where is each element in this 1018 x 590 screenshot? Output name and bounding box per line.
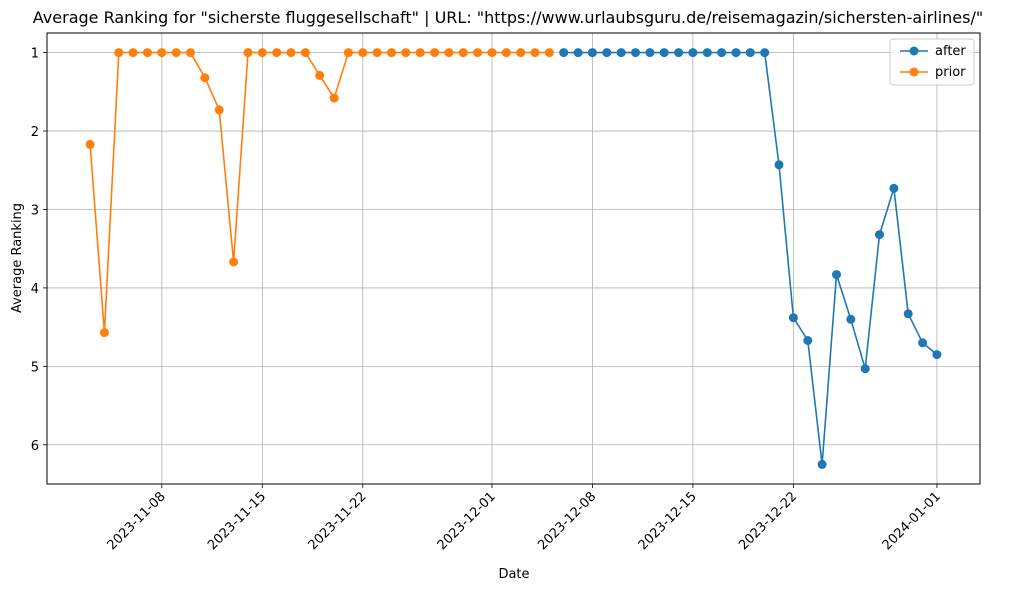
legend: after prior — [889, 38, 975, 86]
data-point-prior — [401, 48, 411, 58]
data-point-prior — [530, 48, 540, 58]
data-point-prior — [186, 48, 195, 58]
legend-prior-marker — [909, 67, 919, 77]
data-point-after — [602, 48, 612, 58]
data-point-after — [645, 48, 655, 58]
data-point-prior — [387, 48, 396, 58]
legend-prior-label: prior — [935, 65, 966, 80]
data-point-prior — [501, 48, 511, 58]
data-point-after — [674, 48, 684, 58]
y-tick-label: 4 — [31, 282, 39, 297]
data-point-after — [846, 314, 856, 324]
data-point-prior — [300, 48, 310, 58]
y-tick-label: 3 — [31, 203, 39, 218]
data-point-after — [731, 48, 741, 58]
data-point-after — [875, 230, 884, 240]
data-point-after — [889, 183, 899, 193]
legend-after-label: after — [935, 44, 966, 59]
data-point-after — [702, 48, 712, 58]
plot-frame — [46, 32, 981, 485]
y-tick-label: 6 — [31, 439, 39, 454]
data-point-prior — [544, 48, 554, 58]
data-point-prior — [516, 48, 526, 58]
data-point-prior — [430, 48, 440, 58]
data-point-after — [788, 313, 798, 323]
data-point-prior — [444, 48, 454, 58]
series-prior — [85, 48, 554, 338]
data-point-prior — [157, 48, 167, 58]
data-point-prior — [200, 73, 210, 83]
series-layer — [85, 48, 942, 469]
x-axis-label: Date — [498, 567, 529, 582]
legend-after-marker — [909, 46, 919, 56]
data-point-prior — [487, 48, 497, 58]
data-point-after — [717, 48, 727, 58]
data-point-after — [659, 48, 669, 58]
data-point-after — [774, 160, 784, 170]
data-point-prior — [343, 48, 353, 58]
data-point-prior — [272, 48, 282, 58]
data-point-prior — [114, 48, 124, 58]
data-point-prior — [315, 70, 325, 80]
data-point-after — [559, 48, 569, 58]
data-point-prior — [214, 105, 224, 115]
data-point-prior — [99, 328, 109, 338]
data-point-after — [803, 336, 813, 345]
data-point-after — [860, 364, 870, 374]
data-point-after — [631, 48, 640, 58]
data-point-after — [760, 48, 770, 58]
data-point-prior — [372, 48, 382, 58]
chart-title: Average Ranking for "sicherste fluggesel… — [33, 8, 983, 27]
data-point-after — [817, 459, 827, 469]
data-point-prior — [473, 48, 483, 58]
data-point-prior — [128, 48, 138, 58]
data-point-after — [616, 48, 626, 58]
data-point-prior — [329, 93, 339, 103]
series-after — [559, 48, 942, 469]
data-point-prior — [415, 48, 425, 58]
data-point-prior — [171, 48, 181, 58]
data-point-prior — [85, 139, 95, 149]
y-tick-label: 5 — [31, 360, 39, 375]
data-point-after — [688, 48, 698, 58]
data-point-after — [745, 48, 755, 58]
data-point-after — [918, 338, 928, 348]
grid-layer — [47, 33, 980, 484]
data-point-prior — [286, 48, 296, 58]
data-point-prior — [257, 48, 267, 58]
data-point-after — [903, 309, 913, 319]
data-point-after — [932, 350, 942, 360]
data-point-prior — [229, 257, 239, 267]
data-point-prior — [458, 48, 468, 58]
data-point-prior — [358, 48, 368, 58]
y-tick-label: 1 — [31, 47, 39, 62]
data-point-prior — [243, 48, 253, 58]
data-point-after — [587, 48, 597, 58]
y-tick-label: 2 — [31, 125, 39, 140]
data-point-after — [832, 270, 841, 280]
data-point-after — [573, 48, 583, 58]
y-axis-label: Average Ranking — [10, 203, 25, 313]
data-point-prior — [143, 48, 152, 58]
